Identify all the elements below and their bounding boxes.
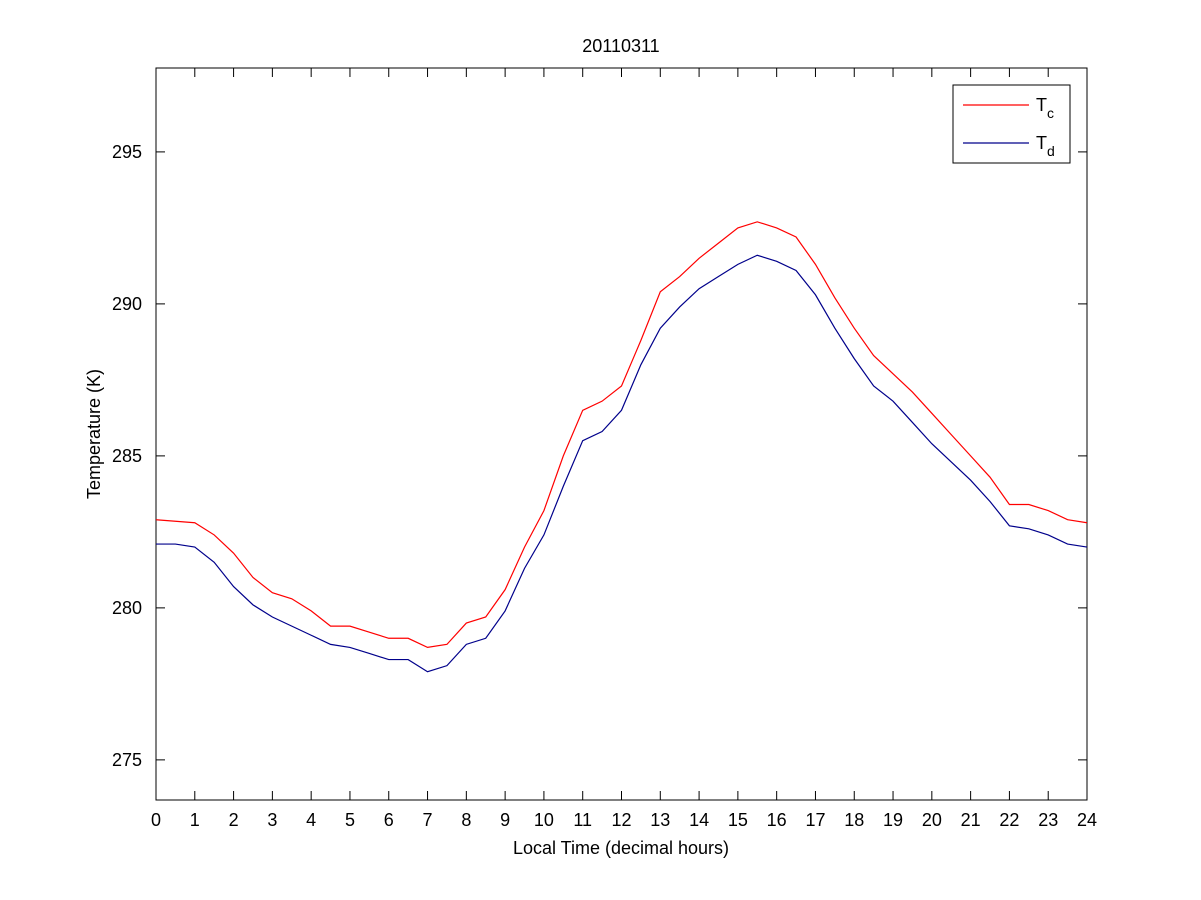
y-axis-label: Temperature (K) (84, 369, 104, 499)
y-tick-label: 285 (112, 446, 142, 466)
chart-title: 20110311 (582, 36, 659, 56)
x-tick-label: 0 (151, 810, 161, 830)
x-tick-label: 19 (883, 810, 903, 830)
legend-label: Tc (1036, 95, 1054, 121)
x-tick-label: 6 (384, 810, 394, 830)
y-tick-label: 295 (112, 142, 142, 162)
x-tick-label: 20 (922, 810, 942, 830)
legend-label: Td (1036, 133, 1055, 159)
x-tick-label: 7 (423, 810, 433, 830)
x-tick-label: 8 (461, 810, 471, 830)
x-tick-label: 21 (961, 810, 981, 830)
x-tick-label: 17 (805, 810, 825, 830)
x-tick-label: 10 (534, 810, 554, 830)
x-tick-label: 5 (345, 810, 355, 830)
x-axis-label: Local Time (decimal hours) (513, 838, 729, 858)
x-tick-label: 14 (689, 810, 709, 830)
legend-box (952, 84, 1071, 164)
data-line (156, 254, 1088, 673)
x-tick-label: 15 (728, 810, 748, 830)
x-tick-label: 24 (1077, 810, 1097, 830)
y-tick-label: 275 (112, 750, 142, 770)
x-tick-label: 9 (500, 810, 510, 830)
x-tick-label: 16 (767, 810, 787, 830)
y-tick-label: 280 (112, 598, 142, 618)
x-tick-label: 11 (573, 810, 592, 830)
x-tick-label: 13 (650, 810, 670, 830)
x-tick-label: 12 (611, 810, 631, 830)
x-tick-label: 3 (267, 810, 277, 830)
x-tick-label: 4 (306, 810, 316, 830)
x-tick-label: 2 (229, 810, 239, 830)
x-tick-label: 18 (844, 810, 864, 830)
x-tick-label: 23 (1038, 810, 1058, 830)
plot-area (155, 67, 1088, 801)
data-line (155, 221, 1088, 649)
x-tick-label: 1 (190, 810, 200, 830)
y-tick-label: 290 (112, 294, 142, 314)
x-tick-label: 22 (999, 810, 1019, 830)
